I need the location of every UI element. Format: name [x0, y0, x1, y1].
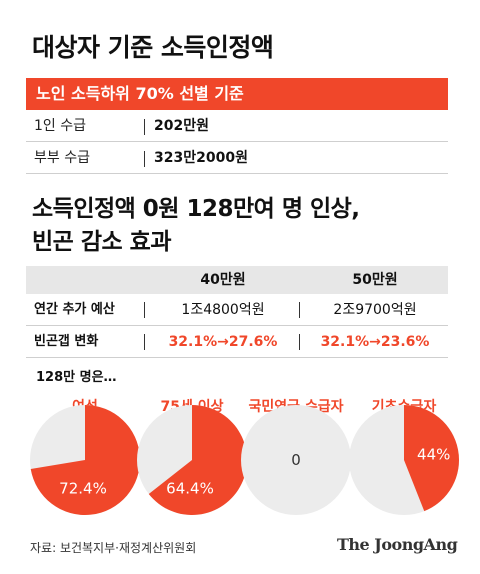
criteria-row: 1인 수급 202만원 [26, 110, 448, 142]
brand-logo: The JoongAng [337, 535, 458, 554]
pies-title: 128만 명은… [36, 370, 117, 385]
table-cell: 1조4800억원 [181, 302, 265, 318]
table-row: 연간 추가 예산 1조4800억원 2조9700억원 [26, 294, 448, 326]
pie-chart: 0 [241, 405, 351, 515]
pie-value-label: 64.4% [166, 480, 214, 498]
criteria-row: 부부 수급 323만2000원 [26, 142, 448, 174]
pie-chart: 72.4% [30, 405, 141, 515]
headline-line-1: 소득인정액 0원 128만여 명 인상, [32, 196, 360, 222]
pie-value-label: 72.4% [59, 480, 107, 498]
column-header: 40만원 [200, 272, 246, 288]
pie-slice [404, 405, 459, 512]
headline: 소득인정액 0원 128만여 명 인상, 빈곤 감소 효과 [32, 193, 360, 259]
pie-chart: 44% [349, 405, 459, 515]
table-cell: 32.1%→27.6% [168, 334, 278, 350]
table-row: 빈곤갭 변화 32.1%→27.6% 32.1%→23.6% [26, 326, 448, 358]
pie-value-label: 0 [291, 451, 301, 469]
row-label: 연간 추가 예산 [34, 302, 115, 317]
criteria-value: 323만2000원 [154, 150, 248, 166]
criteria-label: 1인 수급 [34, 118, 86, 134]
pie-value-label: 44% [417, 445, 450, 463]
pie-slice [148, 405, 248, 515]
table-header: 40만원 50만원 [26, 266, 448, 294]
criteria-label: 부부 수급 [34, 150, 90, 166]
table-cell: 2조9700억원 [333, 302, 417, 318]
pie-chart: 64.4% [137, 405, 248, 515]
divider [144, 302, 145, 318]
divider [299, 302, 300, 318]
divider [299, 334, 300, 350]
criteria-header: 노인 소득하위 70% 선별 기준 [26, 78, 448, 110]
row-label: 빈곤갭 변화 [34, 334, 99, 349]
divider [144, 334, 145, 350]
page-title: 대상자 기준 소득인정액 [32, 33, 274, 62]
criteria-value: 202만원 [154, 118, 209, 134]
source-note: 자료: 보건복지부·재정계산위원회 [30, 541, 197, 555]
table-cell: 32.1%→23.6% [320, 334, 430, 350]
pie-slice [30, 405, 141, 515]
divider [144, 119, 145, 135]
divider [144, 151, 145, 167]
column-header: 50만원 [352, 272, 398, 288]
pie-background [241, 405, 351, 515]
headline-line-2: 빈곤 감소 효과 [32, 229, 171, 255]
